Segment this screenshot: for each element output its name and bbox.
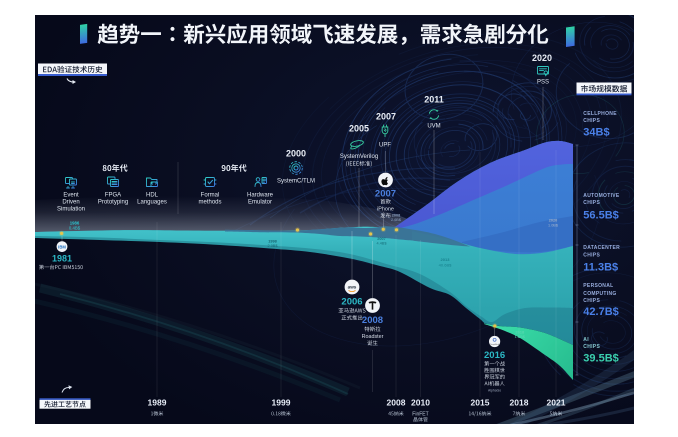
svg-text:39.5B$: 39.5B$ [583,353,618,365]
svg-text:CHIPS: CHIPS [583,344,600,350]
svg-text:42.7B$: 42.7B$ [583,306,618,318]
svg-text:2015: 2015 [471,397,490,407]
svg-text:AlphaGo: AlphaGo [488,389,501,393]
svg-text:2.0B$: 2.0B$ [268,244,279,248]
svg-text:COMPUTING: COMPUTING [583,291,616,297]
svg-text:1999: 1999 [272,397,291,407]
svg-text:2008: 2008 [387,397,406,407]
svg-text:1.6B$: 1.6B$ [515,334,526,339]
svg-text:2016: 2016 [484,350,505,361]
svg-text:DATACENTER: DATACENTER [583,245,620,251]
svg-text:1981: 1981 [52,254,72,264]
svg-text:FPGA: FPGA [105,193,121,199]
svg-text:2008: 2008 [392,213,400,217]
svg-text:PSS: PSS [537,80,549,86]
svg-text:SystemC/TLM: SystemC/TLM [277,179,315,185]
svg-text:CELLPHONE: CELLPHONE [583,111,617,117]
svg-text:2000: 2000 [286,149,306,159]
svg-text:Prototyping: Prototyping [98,200,128,206]
svg-text:aws: aws [348,285,357,290]
svg-text:2005: 2005 [349,124,369,134]
svg-text:Event: Event [63,193,79,199]
svg-text:34B$: 34B$ [583,126,609,138]
svg-text:2020: 2020 [549,219,557,223]
svg-text:CHIPS: CHIPS [583,200,600,206]
svg-text:2013: 2013 [441,257,451,262]
svg-text:AUTOMOTIVE: AUTOMOTIVE [583,193,620,199]
svg-text:CHIPS: CHIPS [583,298,600,304]
svg-text:methods: methods [198,200,221,206]
svg-text:UPF: UPF [379,143,391,149]
svg-text:56.5B$: 56.5B$ [583,210,618,222]
svg-text:FinFET: FinFET [412,411,428,417]
svg-text:2021: 2021 [547,397,566,407]
svg-text:2007: 2007 [376,112,396,122]
svg-text:2007: 2007 [375,189,396,200]
svg-text:CHIPS: CHIPS [583,253,600,259]
svg-text:PERSONAL: PERSONAL [583,283,613,289]
svg-text:0.4B$: 0.4B$ [69,225,81,230]
svg-text:2011: 2011 [424,95,444,105]
svg-text:Simulation: Simulation [57,207,85,213]
svg-text:Roadster: Roadster [362,334,384,340]
svg-text:40.6B$: 40.6B$ [439,263,452,268]
svg-text:HDL: HDL [146,193,159,199]
svg-text:UVM: UVM [427,124,440,130]
svg-text:Emulator: Emulator [248,200,272,206]
svg-text:1989: 1989 [148,397,167,407]
svg-text:2008: 2008 [362,315,383,326]
svg-text:Languages: Languages [137,200,167,206]
svg-text:2018: 2018 [510,397,529,407]
svg-text:Formal: Formal [201,193,220,199]
svg-text:AI: AI [583,337,589,343]
svg-text:Driven: Driven [62,200,79,206]
svg-text:4.4B$: 4.4B$ [377,242,388,246]
svg-text:1986: 1986 [70,221,80,226]
svg-text:IBM: IBM [58,244,66,249]
svg-text:2018: 2018 [515,330,525,335]
svg-text:11.3B$: 11.3B$ [583,261,618,273]
svg-text:2010: 2010 [411,397,430,407]
svg-text:iPhone: iPhone [377,207,394,213]
svg-text:DeepMind: DeepMind [490,344,499,346]
svg-text:2020: 2020 [532,53,552,63]
svg-text:1998: 1998 [268,240,276,244]
svg-text:2007: 2007 [377,237,385,241]
svg-text:Hardware: Hardware [247,193,274,199]
svg-text:2.6B$: 2.6B$ [391,218,402,222]
svg-text:2006: 2006 [341,297,362,308]
svg-text:SystemVerilog: SystemVerilog [340,154,378,160]
svg-text:1.0B$: 1.0B$ [548,223,559,227]
svg-text:CHIPS: CHIPS [583,118,600,124]
